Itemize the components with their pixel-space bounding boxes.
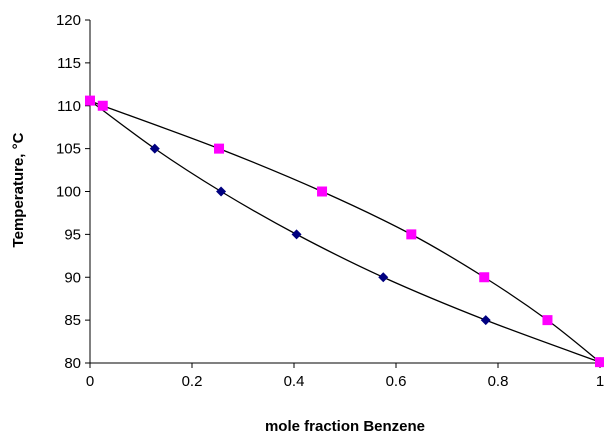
diamond-marker bbox=[291, 229, 302, 240]
x-axis: 0 0.2 0.4 0.6 0.8 1 bbox=[86, 363, 604, 390]
plot-area bbox=[89, 20, 600, 364]
square-marker bbox=[479, 272, 490, 283]
square-marker bbox=[406, 229, 417, 240]
y-axis-title: Temperature, °C bbox=[10, 132, 27, 247]
fit-curves bbox=[88, 99, 601, 363]
x-tick-label: 0.8 bbox=[488, 373, 509, 390]
liquid-curve bbox=[89, 100, 601, 363]
diamond-marker bbox=[216, 186, 227, 197]
vapor-curve bbox=[88, 99, 601, 363]
y-tick-label: 120 bbox=[56, 12, 81, 29]
y-tick-label: 85 bbox=[64, 312, 81, 329]
y-tick-label: 110 bbox=[57, 98, 81, 115]
x-tick-label: 0.6 bbox=[386, 373, 407, 390]
y-tick-label: 105 bbox=[56, 141, 81, 158]
diamond-marker bbox=[480, 315, 491, 326]
x-axis-title: mole fraction Benzene bbox=[265, 418, 425, 435]
x-tick-label: 0.4 bbox=[284, 373, 305, 390]
diamond-marker bbox=[149, 143, 160, 154]
square-marker bbox=[542, 315, 553, 326]
diamond-marker bbox=[378, 272, 389, 283]
y-tick-label: 95 bbox=[64, 226, 81, 243]
square-marker bbox=[595, 357, 604, 368]
y-tick-label: 100 bbox=[56, 184, 81, 201]
y-axis: 80 85 90 95 100 105 110 115 120 bbox=[56, 12, 90, 372]
square-marker bbox=[317, 186, 328, 197]
square-marker bbox=[97, 100, 108, 111]
square-marker bbox=[85, 95, 95, 106]
y-tick-label: 90 bbox=[64, 269, 81, 286]
x-tick-label: 0.2 bbox=[182, 373, 203, 390]
y-tick-label: 115 bbox=[57, 55, 81, 72]
x-tick-label: 0 bbox=[86, 373, 94, 390]
x-tick-label: 1 bbox=[596, 373, 604, 390]
square-marker bbox=[214, 143, 225, 154]
y-tick-label: 80 bbox=[64, 355, 81, 372]
data-markers bbox=[85, 95, 604, 368]
